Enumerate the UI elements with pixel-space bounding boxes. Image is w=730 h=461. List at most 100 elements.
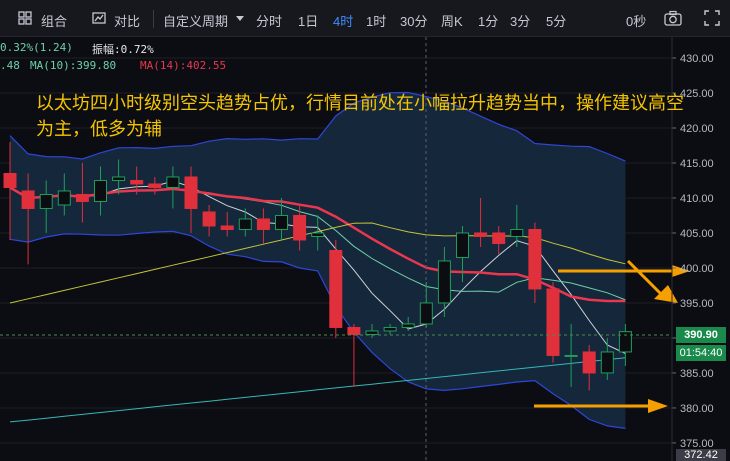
compare-button[interactable]: 对比 bbox=[114, 14, 141, 29]
current-price-tag: 390.90 bbox=[676, 327, 726, 343]
candle[interactable] bbox=[94, 166, 107, 216]
candle[interactable] bbox=[618, 323, 632, 366]
toolbar: 组合 对比 自定义周期 分时 1日 4时 1时 30分 周K 1分 3分 5分 … bbox=[0, 0, 730, 37]
bollinger-upper-line bbox=[9, 91, 626, 162]
tab-period-1[interactable]: 1日 bbox=[298, 14, 319, 29]
y-tick-label: 420.00 bbox=[680, 123, 714, 135]
y-tick-label: 395.00 bbox=[680, 298, 714, 310]
candle[interactable] bbox=[582, 344, 596, 391]
candle-body-down bbox=[528, 228, 542, 290]
candle[interactable] bbox=[202, 204, 216, 237]
y-tick-label: 380.00 bbox=[680, 403, 714, 415]
grid-icon[interactable] bbox=[18, 11, 32, 25]
candle[interactable] bbox=[456, 225, 469, 282]
bottom-price-tag: 372.42 bbox=[676, 449, 726, 461]
amplitude-readout: 振幅:0.72% bbox=[92, 43, 154, 56]
candle-body-up bbox=[564, 354, 578, 357]
candle[interactable] bbox=[275, 197, 288, 240]
tab-period-8[interactable]: 5分 bbox=[546, 14, 567, 29]
candle[interactable] bbox=[148, 176, 162, 195]
y-tick-label: 400.00 bbox=[680, 263, 714, 275]
seconds-label[interactable]: 0秒 bbox=[626, 14, 647, 29]
bollinger-lower-line bbox=[9, 230, 626, 429]
candle[interactable] bbox=[75, 162, 89, 223]
candle[interactable] bbox=[401, 316, 415, 331]
candle[interactable] bbox=[546, 281, 560, 363]
y-tick-label: 425.00 bbox=[680, 88, 714, 100]
tab-period-2[interactable]: 4时 bbox=[333, 14, 354, 29]
candle-body-up bbox=[456, 232, 469, 258]
candle[interactable] bbox=[383, 323, 397, 335]
candle[interactable] bbox=[166, 166, 180, 209]
candle-body-up bbox=[600, 351, 614, 374]
y-tick-label: 415.00 bbox=[680, 158, 714, 170]
arrow-diagonal-upper bbox=[626, 259, 664, 297]
candle-body-down bbox=[130, 179, 144, 185]
candle[interactable] bbox=[3, 141, 17, 240]
candle[interactable] bbox=[293, 204, 307, 251]
candle[interactable] bbox=[474, 197, 488, 247]
tab-period-5[interactable]: 周K bbox=[441, 14, 463, 29]
candle-body-down bbox=[582, 351, 596, 374]
candle-body-down bbox=[546, 288, 560, 356]
tab-period-4[interactable]: 30分 bbox=[400, 14, 428, 29]
candle-body-down bbox=[3, 172, 17, 188]
candle[interactable] bbox=[437, 246, 451, 317]
tab-period-0[interactable]: 分时 bbox=[256, 14, 283, 29]
tab-period-6[interactable]: 1分 bbox=[478, 14, 499, 29]
countdown-tag: 01:54:40 bbox=[676, 345, 726, 361]
candle[interactable] bbox=[329, 239, 343, 338]
tab-period-7[interactable]: 3分 bbox=[510, 14, 531, 29]
candle[interactable] bbox=[311, 215, 325, 251]
ma14-readout: MA(14):402.55 bbox=[140, 59, 227, 72]
camera-icon[interactable] bbox=[664, 10, 682, 26]
candle[interactable] bbox=[21, 173, 35, 265]
candle[interactable] bbox=[238, 208, 252, 237]
candle-body-up bbox=[57, 190, 71, 206]
candle[interactable] bbox=[347, 323, 361, 387]
candle-body-up bbox=[618, 331, 632, 353]
custom-period-button[interactable]: 自定义周期 bbox=[163, 14, 229, 29]
candle-body-down bbox=[492, 232, 506, 244]
candle-body-down bbox=[347, 326, 361, 335]
candle-body-up bbox=[166, 176, 180, 188]
candle-body-up bbox=[419, 302, 433, 325]
ma60-line bbox=[9, 357, 626, 423]
candle-body-up bbox=[437, 260, 451, 304]
chevron-down-icon[interactable] bbox=[236, 16, 244, 21]
candle[interactable] bbox=[184, 166, 198, 233]
toolbar-divider bbox=[153, 10, 154, 28]
combine-button[interactable]: 组合 bbox=[41, 14, 68, 29]
annotation-arrows bbox=[534, 259, 690, 413]
candle[interactable] bbox=[112, 159, 126, 195]
candle[interactable] bbox=[130, 166, 144, 195]
candle-body-down bbox=[184, 176, 198, 209]
candle-body-up bbox=[238, 218, 252, 230]
candle-body-up bbox=[112, 176, 126, 181]
candle-body-down bbox=[75, 193, 89, 202]
fullscreen-icon[interactable] bbox=[704, 10, 720, 26]
candle[interactable] bbox=[510, 204, 524, 247]
y-tick-label: 405.00 bbox=[680, 228, 714, 240]
candle-body-up bbox=[401, 323, 415, 328]
arrow-head-right-lower bbox=[648, 399, 668, 413]
candle[interactable] bbox=[419, 281, 433, 328]
candle[interactable] bbox=[528, 222, 542, 303]
tab-period-3[interactable]: 1时 bbox=[366, 14, 387, 29]
candle-body-up bbox=[94, 179, 107, 202]
candle[interactable] bbox=[256, 208, 270, 244]
candlestick-chart[interactable]: 430.00 425.00 420.00 415.00 410.00 405.00 400.… bbox=[0, 37, 730, 461]
candle[interactable] bbox=[492, 225, 506, 254]
candle[interactable] bbox=[39, 180, 53, 233]
candle-body-down bbox=[329, 249, 343, 328]
candle[interactable] bbox=[600, 337, 614, 380]
candle[interactable] bbox=[365, 323, 379, 338]
ma-left-readout: .48 bbox=[0, 59, 20, 72]
candle[interactable] bbox=[564, 323, 578, 387]
candle-body-down bbox=[202, 211, 216, 227]
compare-icon[interactable] bbox=[92, 11, 106, 25]
candle[interactable] bbox=[57, 173, 71, 216]
candle-body-up bbox=[365, 330, 379, 335]
candle[interactable] bbox=[220, 211, 234, 237]
candle-body-down bbox=[293, 214, 307, 241]
